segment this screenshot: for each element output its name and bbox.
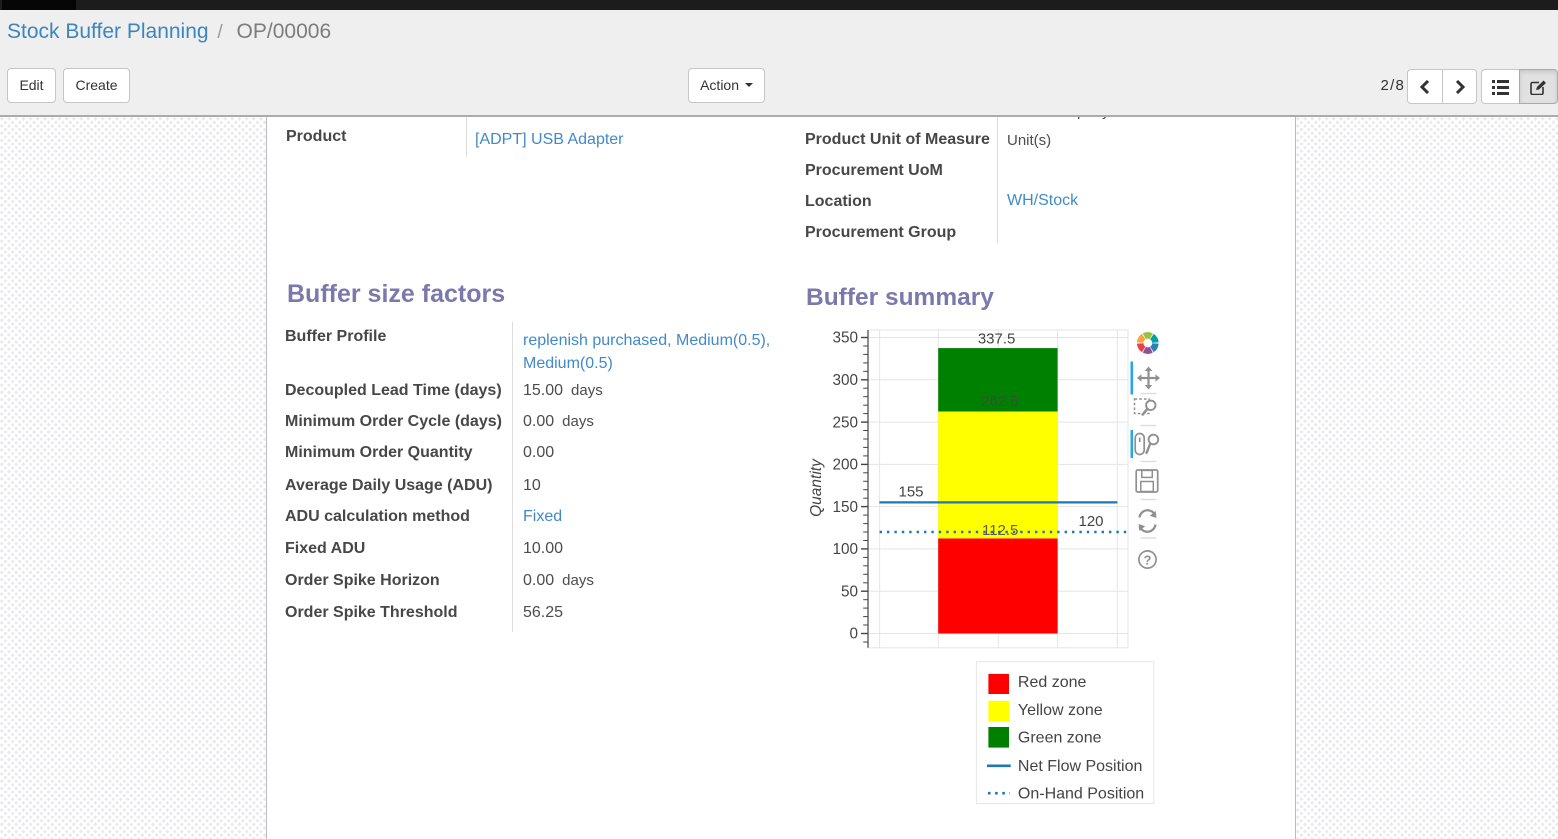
svg-text:150: 150 bbox=[832, 499, 858, 516]
svg-text:350: 350 bbox=[832, 330, 858, 347]
svg-text:100: 100 bbox=[832, 541, 858, 558]
svg-text:?: ? bbox=[1144, 553, 1152, 568]
svg-text:50: 50 bbox=[841, 583, 858, 600]
svg-text:0: 0 bbox=[849, 626, 858, 643]
svg-text:337.5: 337.5 bbox=[978, 331, 1016, 348]
svg-text:200: 200 bbox=[832, 457, 858, 474]
svg-text:Quantity: Quantity bbox=[808, 458, 825, 517]
svg-text:On-Hand Position: On-Hand Position bbox=[1018, 786, 1144, 803]
svg-text:120: 120 bbox=[1079, 513, 1104, 530]
svg-text:Yellow zone: Yellow zone bbox=[1018, 702, 1103, 719]
svg-text:262.5: 262.5 bbox=[981, 393, 1019, 410]
svg-text:Green zone: Green zone bbox=[1018, 730, 1102, 747]
svg-text:300: 300 bbox=[832, 372, 858, 389]
svg-text:Net Flow Position: Net Flow Position bbox=[1018, 758, 1143, 775]
svg-text:Red zone: Red zone bbox=[1018, 674, 1087, 691]
svg-text:155: 155 bbox=[899, 484, 924, 501]
svg-text:112.5: 112.5 bbox=[982, 522, 1018, 539]
svg-text:250: 250 bbox=[832, 414, 858, 431]
